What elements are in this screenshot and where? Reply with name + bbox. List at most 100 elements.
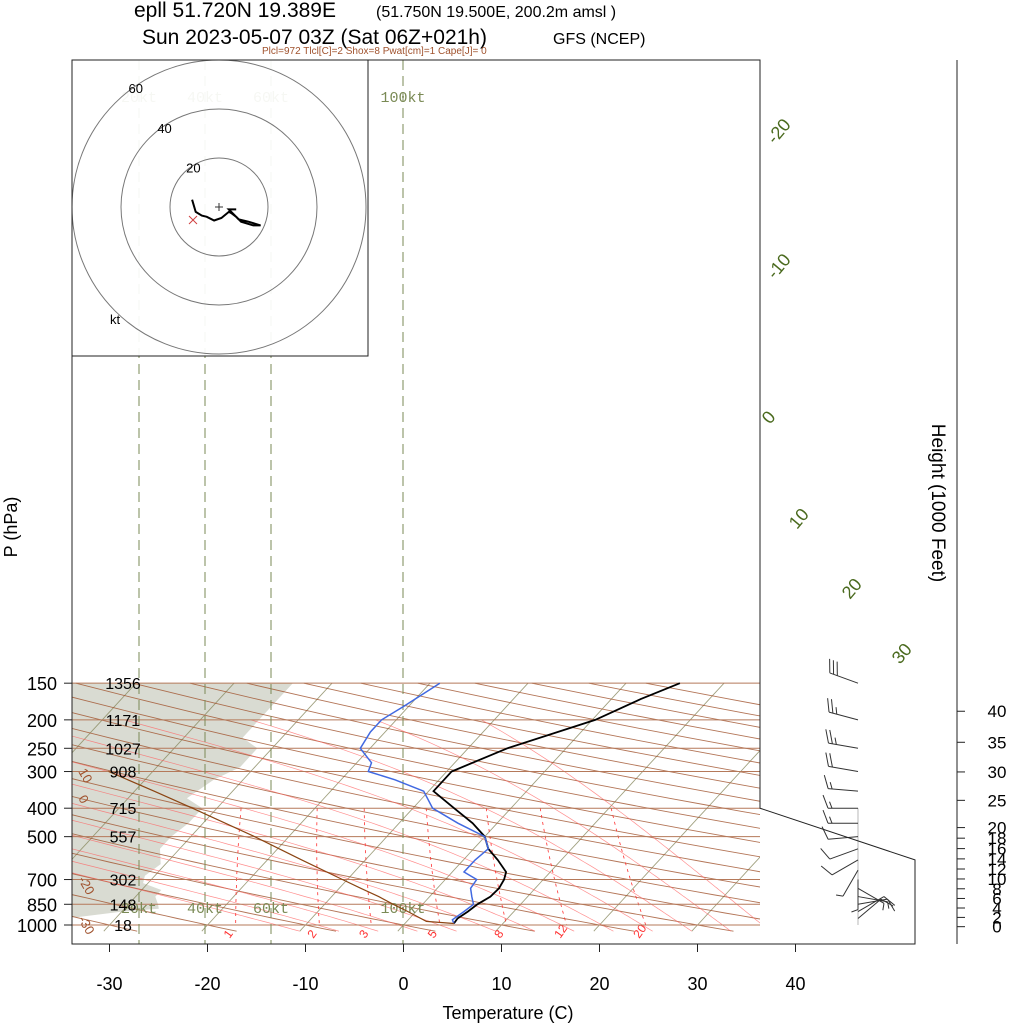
dry-adiabat-line (72, 894, 237, 932)
temperature-tick-label: 20 (589, 974, 609, 994)
height-tick-label: 4 (992, 899, 1001, 918)
dry-adiabat-line (417, 682, 760, 752)
wind-barb-flag (834, 737, 837, 745)
moist-adiabat-line (72, 761, 575, 932)
height-tick-label: 10 (988, 870, 1007, 889)
dry-adiabat-line (72, 852, 436, 932)
wind-barb-shaft (828, 765, 859, 773)
wind-barb-flag (835, 707, 838, 715)
height-tick-label: 30 (988, 763, 1007, 782)
pressure-tick-label: 200 (27, 711, 57, 731)
pressure-tick-label: 500 (27, 828, 57, 848)
mixing-ratio-label: 2 (304, 927, 319, 941)
wind-barb-flag (821, 826, 829, 840)
x-axis-title: Temperature (C) (442, 1003, 573, 1023)
wind-barb-shaft (842, 869, 859, 897)
mixing-ratio-label: 3 (356, 927, 371, 941)
dry-adiabat-label: -10 (75, 946, 97, 970)
geopotential-label: 148 (110, 897, 137, 914)
model-label: GFS (NCEP) (553, 31, 645, 48)
moist-adiabat-line (72, 834, 418, 932)
mixing-ratio-line (235, 808, 242, 926)
hodograph-ring (120, 108, 318, 306)
storm-motion-marker (188, 215, 198, 225)
wind-barb (822, 794, 858, 809)
pressure-tick-label: 250 (27, 739, 57, 759)
wind-barb (820, 848, 859, 860)
wind-barb-flag (829, 753, 833, 768)
dry-adiabat-label: 10 (75, 766, 95, 786)
mixing-ratio-label: 12 (551, 921, 570, 940)
wind-barb (827, 698, 859, 721)
wind-barb-shaft (857, 887, 885, 904)
pressure-tick-label: 1000 (17, 916, 57, 936)
station-title: epll 51.720N 19.389E (134, 0, 336, 22)
wind-barb-panel: -20 -10 0 10 20 30 (758, 115, 916, 925)
moist-adiabat-line (250, 719, 692, 932)
wind-barb (825, 752, 859, 773)
wind-barb-shaft (828, 788, 859, 792)
dry-adiabat-line (72, 778, 760, 920)
geopotential-label: 557 (110, 830, 137, 847)
moist-adiabat-line (72, 872, 300, 932)
mixing-ratio-label: 8 (491, 927, 506, 941)
pressure-tick-label: 150 (27, 674, 57, 694)
thermo-indices: Plcl=972 Tlcl[C]=2 Shox=8 Pwat[cm]=1 Cap… (262, 46, 487, 57)
wind-barb-flag (829, 816, 833, 824)
wind-barb-flag (820, 865, 833, 876)
temperature-tick-label: -20 (194, 974, 220, 994)
isotherm-line (790, 683, 1010, 931)
pressure-tick-label: 400 (27, 799, 57, 819)
isotherm-line (495, 682, 725, 932)
hodograph-center-mark (215, 203, 223, 211)
wind-barb-flag (880, 898, 894, 907)
wind-barb (829, 658, 859, 684)
height-tick-label: 40 (988, 702, 1007, 721)
plot-frame (71, 59, 916, 945)
wind-barb-flag (829, 801, 833, 809)
wind-barb (822, 809, 858, 824)
moist-adiabat-label: -10 (763, 250, 795, 283)
temperature-tick-label: 10 (491, 974, 511, 994)
wind-barb-shaft (828, 742, 859, 749)
pressure-tick-label: 300 (27, 763, 57, 783)
isotherm-line (691, 856, 760, 932)
moist-adiabat-label: -20 (763, 115, 795, 148)
moist-adiabat-line (72, 860, 340, 932)
wind-barb (836, 869, 859, 897)
wind-barb-flag (827, 698, 830, 713)
hodograph-ring (169, 157, 269, 257)
hodograph-ring-label: 60 (128, 81, 142, 96)
geopotential-label: 1027 (105, 741, 141, 758)
temperature-tick-label: -30 (96, 974, 122, 994)
wind-barb-flag (882, 903, 885, 911)
wind-barb-shaft (829, 848, 859, 860)
height-tick-label: 16 (988, 840, 1007, 859)
wind-barb-flag (883, 896, 896, 906)
height-tick-label: 12 (988, 860, 1007, 879)
wind-barb (823, 774, 859, 792)
wind-barb-flag (822, 794, 829, 809)
dry-adiabat-line (360, 682, 760, 764)
pressure-tick-label: 700 (27, 871, 57, 891)
wind-barb-shaft (857, 896, 888, 903)
hodograph-inset: 20 40 60 kt (71, 59, 369, 357)
temperature-tick-label: -10 (292, 974, 318, 994)
height-tick-label: 25 (988, 791, 1007, 810)
wind-speed-column-label-bottom: 60kt (253, 901, 289, 918)
wind-barb-flag (820, 848, 831, 860)
wind-speed-column-label-top: 100kt (380, 90, 425, 107)
geopotential-label: 908 (110, 765, 137, 782)
hodograph-ring (72, 60, 367, 355)
dry-adiabat-line (132, 682, 760, 816)
thermodynamic-grid: 12358122020kt20kt40kt40kt60kt60kt100kt10… (72, 60, 1010, 970)
moist-adiabat-line (124, 719, 653, 932)
height-tick-label: 6 (992, 889, 1001, 908)
wind-barb-flag (825, 752, 829, 767)
height-tick-label: 0 (992, 918, 1001, 937)
mixing-ratio-label: 5 (425, 927, 440, 941)
geopotential-label: 1356 (105, 676, 141, 693)
height-tick-label: 18 (988, 829, 1007, 848)
moist-adiabat-line (72, 803, 496, 932)
